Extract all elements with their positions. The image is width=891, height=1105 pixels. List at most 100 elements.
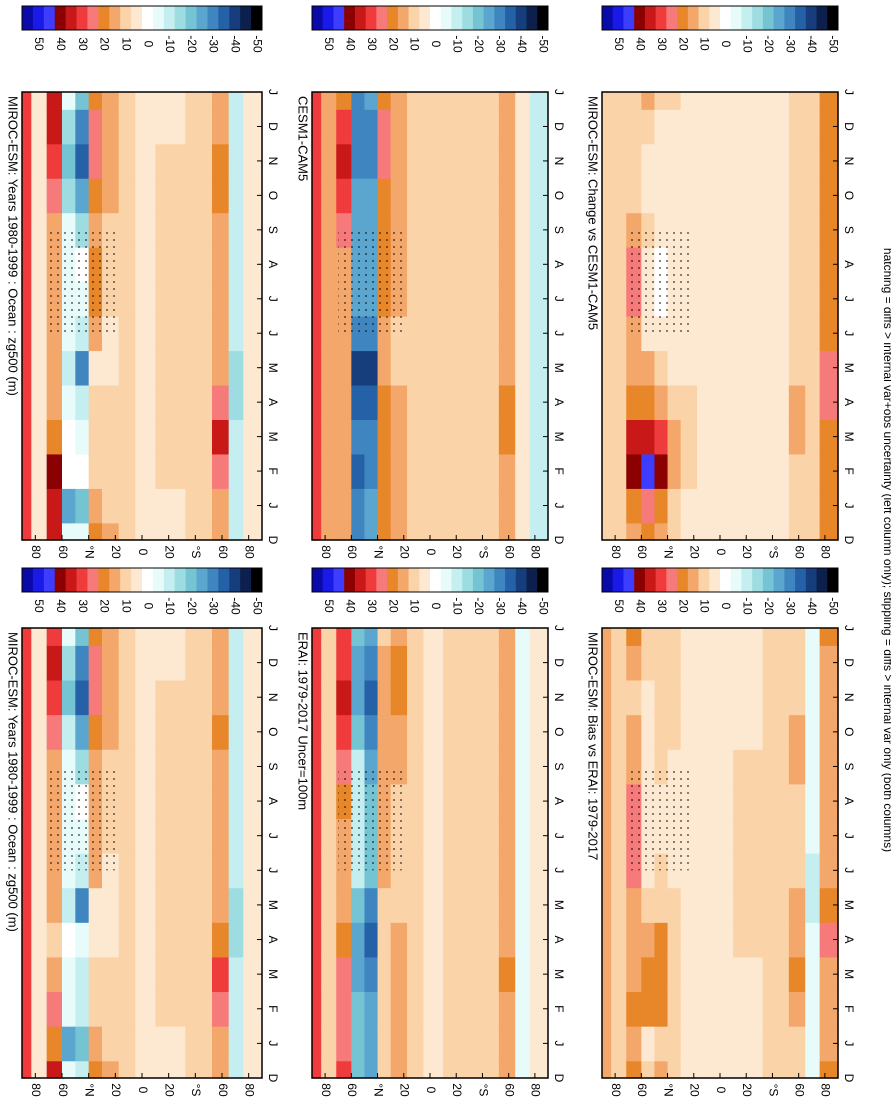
heatmap-cell bbox=[680, 922, 698, 958]
heatmap-cell bbox=[762, 1060, 790, 1079]
heatmap-cell bbox=[515, 212, 531, 248]
heatmap-cell bbox=[611, 956, 627, 993]
heatmap-cell bbox=[155, 818, 186, 854]
heatmap-cell bbox=[697, 853, 715, 889]
heatmap-cell bbox=[22, 350, 32, 386]
heatmap-cell bbox=[212, 1026, 230, 1062]
heatmap-cell bbox=[654, 887, 669, 923]
colorbar-tick-label: 10 bbox=[698, 599, 712, 613]
heatmap-cell bbox=[155, 679, 186, 716]
colorbar-tick-label: 0 bbox=[429, 603, 443, 610]
heatmap-cell bbox=[155, 522, 186, 541]
heatmap-cell bbox=[31, 749, 48, 785]
heatmap-cell bbox=[762, 853, 790, 889]
heatmap-cell bbox=[641, 645, 656, 681]
heatmap-cell bbox=[185, 749, 213, 785]
panel-title: MIROC-ESM: Years 1980-1999 : Ocean : zg5… bbox=[6, 632, 21, 932]
heatmap-cell bbox=[407, 714, 425, 750]
heatmap-cell bbox=[377, 488, 392, 524]
heatmap-cell bbox=[185, 887, 213, 923]
heatmap-cell bbox=[243, 956, 263, 993]
heatmap-cell bbox=[762, 178, 790, 214]
heatmap-cell bbox=[423, 212, 444, 248]
month-tick-label: F bbox=[266, 1005, 280, 1012]
heatmap-cell bbox=[390, 679, 408, 716]
heatmap-cell bbox=[75, 488, 90, 524]
month-tick-label: N bbox=[266, 157, 280, 166]
heatmap-cell bbox=[697, 143, 715, 179]
heatmap-cell bbox=[654, 92, 669, 110]
month-tick-label: S bbox=[552, 762, 566, 770]
heatmap-cell bbox=[228, 749, 244, 785]
heatmap-cell bbox=[75, 1060, 90, 1079]
heatmap-cell bbox=[515, 350, 531, 386]
heatmap-cell bbox=[118, 645, 136, 681]
heatmap-cell bbox=[819, 488, 839, 524]
heatmap-cell bbox=[713, 991, 734, 1027]
heatmap-cell bbox=[46, 522, 63, 541]
colorbar-tick-label: 30 bbox=[655, 37, 669, 51]
colorbar-swatch bbox=[655, 568, 667, 592]
lat-tick-label: °N bbox=[661, 545, 675, 558]
heatmap-cell bbox=[321, 628, 337, 646]
heatmap-cell bbox=[788, 991, 806, 1027]
heatmap-cell bbox=[423, 783, 444, 819]
lat-tick-label: 80 bbox=[609, 1083, 623, 1097]
heatmap-cell bbox=[611, 281, 627, 317]
heatmap-cell bbox=[31, 887, 48, 923]
heatmap-cell bbox=[321, 247, 337, 283]
heatmap-cell bbox=[713, 419, 734, 455]
heatmap-cell bbox=[75, 714, 90, 750]
heatmap-cell bbox=[602, 783, 612, 819]
colorbar-tick-label: 20 bbox=[676, 599, 690, 613]
heatmap-cell bbox=[102, 453, 120, 489]
heatmap-cell bbox=[529, 679, 549, 716]
heatmap-cell bbox=[336, 419, 352, 455]
lat-tick-label: °N bbox=[661, 1083, 675, 1096]
colorbar-tick-label: 30 bbox=[365, 37, 379, 51]
heatmap-cell bbox=[46, 991, 63, 1027]
colorbar-swatch bbox=[515, 6, 528, 30]
heatmap-cell bbox=[805, 453, 821, 489]
heatmap-cell bbox=[364, 956, 379, 993]
heatmap-cell bbox=[155, 956, 186, 993]
heatmap-cell bbox=[602, 818, 612, 854]
heatmap-cell bbox=[228, 1060, 244, 1079]
heatmap-cell bbox=[443, 922, 474, 958]
heatmap-cell bbox=[697, 109, 715, 145]
heatmap-cell bbox=[390, 92, 408, 110]
colorbar-swatch bbox=[655, 6, 667, 30]
heatmap-cell bbox=[75, 178, 90, 214]
heatmap-cell bbox=[733, 247, 764, 283]
heatmap-cell bbox=[667, 178, 682, 214]
month-tick-label: D bbox=[842, 536, 856, 545]
heatmap-cell bbox=[407, 749, 425, 785]
heatmap-cell bbox=[762, 522, 790, 541]
heatmap-cell bbox=[667, 419, 682, 455]
lat-tick-label: °N bbox=[371, 545, 385, 558]
heatmap-cell bbox=[626, 628, 642, 646]
heatmap-cell bbox=[697, 350, 715, 386]
heatmap-cell bbox=[819, 92, 839, 110]
lat-tick-label: 60 bbox=[502, 1083, 516, 1097]
heatmap-cell bbox=[31, 488, 48, 524]
heatmap-cell bbox=[212, 247, 230, 283]
lat-tick-label: °N bbox=[82, 545, 96, 558]
heatmap-cell bbox=[498, 178, 516, 214]
heatmap-cell bbox=[805, 92, 821, 110]
heatmap-cell bbox=[805, 956, 821, 993]
heatmap-cell bbox=[805, 853, 821, 889]
heatmap-cell bbox=[46, 419, 63, 455]
heatmap-cell bbox=[185, 522, 213, 541]
lat-tick-label: 60 bbox=[216, 1083, 230, 1097]
stippling bbox=[628, 229, 694, 334]
heatmap-cell bbox=[443, 488, 474, 524]
heatmap-cell bbox=[805, 628, 821, 646]
month-tick-label: A bbox=[552, 797, 566, 805]
heatmap-cell bbox=[155, 488, 186, 524]
month-tick-label: J bbox=[266, 625, 280, 631]
heatmap-cell bbox=[733, 453, 764, 489]
heatmap-cell bbox=[155, 212, 186, 248]
heatmap-cell bbox=[407, 384, 425, 420]
heatmap-cell bbox=[407, 419, 425, 455]
